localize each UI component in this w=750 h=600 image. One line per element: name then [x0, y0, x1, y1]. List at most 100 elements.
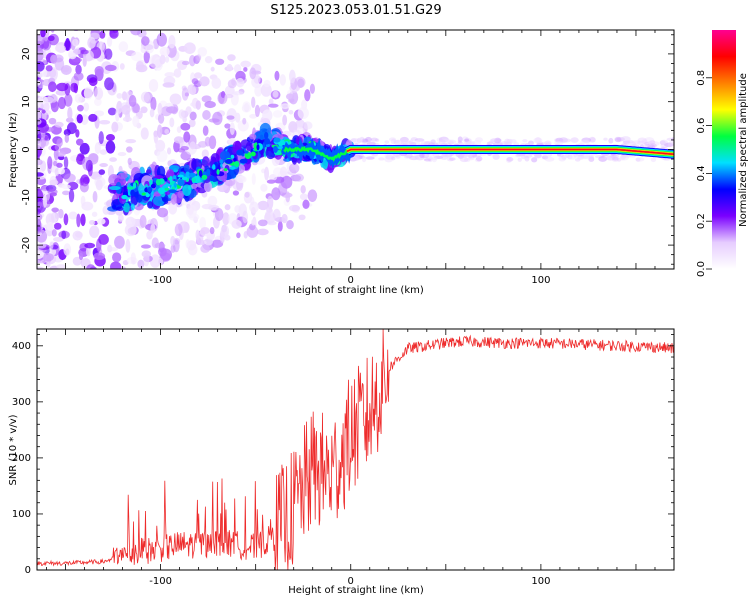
spectrogram-core	[219, 159, 224, 164]
spectrogram-speckle	[227, 54, 236, 62]
spectrogram-halo	[647, 140, 653, 145]
spectrogram-halo	[581, 155, 590, 159]
spectrogram-blob	[162, 197, 169, 203]
spectrogram-speckle	[78, 252, 84, 261]
spectrogram-speckle	[37, 80, 41, 86]
spectrogram-speckle	[50, 278, 61, 289]
spectrogram-speckle	[204, 101, 216, 109]
spectrogram-core	[150, 183, 156, 189]
spectrogram-speckle	[209, 226, 215, 235]
spectrogram-speckle	[36, 279, 40, 292]
spectrogram-speckle	[121, 266, 127, 269]
spectrogram-halo	[404, 154, 411, 159]
spectrogram-speckle	[77, 30, 81, 31]
spectrogram-halo	[384, 157, 393, 163]
spectrogram-speckle	[60, 64, 72, 75]
spectrogram-speckle	[231, 219, 242, 229]
spectrogram-speckle	[99, 30, 106, 39]
spectrogram-speckle	[72, 57, 82, 63]
spectrogram-speckle	[197, 46, 208, 57]
colorbar-tick-label: 0.6	[696, 118, 707, 134]
spectrogram-halo	[588, 155, 594, 159]
snr-xlabel: Height of straight line (km)	[288, 585, 424, 596]
spectrogram-speckle	[58, 274, 67, 283]
spectrogram-halo	[365, 156, 375, 160]
spectrogram-speckle	[207, 195, 218, 207]
spectrogram-core	[234, 161, 240, 168]
spectrogram-speckle	[52, 236, 64, 242]
spectrogram-core	[260, 134, 264, 141]
spectrogram-y-tick-label: 20	[21, 48, 32, 61]
spectrogram-speckle	[220, 90, 226, 99]
spectrogram-halo	[567, 154, 573, 160]
spectrogram-x-tick-label: -100	[149, 275, 172, 286]
spectrogram-speckle	[260, 183, 268, 192]
spectrogram-speckle	[159, 46, 170, 57]
spectrogram-speckle	[57, 96, 66, 110]
spectrogram-speckle	[79, 142, 90, 155]
spectrogram-halo	[533, 137, 543, 144]
spectrogram-speckle	[125, 216, 136, 228]
spectrogram-core	[273, 137, 281, 143]
spectrogram-speckle	[49, 68, 57, 78]
spectrogram-speckle	[47, 35, 55, 42]
spectrogram-speckle	[156, 207, 169, 218]
spectrogram-speckle	[187, 205, 194, 216]
spectrogram-speckle	[99, 162, 108, 168]
spectrogram-speckle	[53, 160, 58, 167]
spectrogram-halo	[544, 140, 552, 147]
spectrogram-speckle	[67, 106, 73, 121]
spectrogram-speckle	[61, 184, 71, 190]
spectrogram-halo	[490, 138, 500, 143]
spectrogram-speckle	[37, 208, 41, 215]
spectrogram-speckle	[249, 201, 259, 213]
spectrogram-speckle	[107, 107, 117, 116]
spectrogram-speckle	[64, 10, 69, 17]
spectrogram-halo	[503, 141, 512, 146]
spectrogram-speckle	[180, 146, 189, 151]
spectrogram-speckle	[94, 110, 105, 117]
spectrogram-speckle	[39, 272, 47, 280]
spectrogram-halo	[554, 140, 564, 146]
spectrogram-speckle	[130, 252, 136, 264]
spectrogram-halo	[562, 138, 572, 143]
spectrogram-core	[250, 151, 256, 157]
spectrogram-halo	[650, 157, 657, 163]
spectrogram-speckle	[57, 19, 63, 27]
spectrogram-speckle	[140, 106, 148, 114]
spectrogram-speckle	[116, 92, 123, 99]
spectrogram-speckle	[89, 225, 100, 239]
spectrogram-blob	[245, 141, 253, 152]
spectrogram-speckle	[63, 243, 72, 256]
spectrogram-speckle	[119, 63, 125, 70]
spectrogram-speckle	[80, 195, 86, 207]
spectrogram-speckle	[307, 189, 318, 202]
spectrogram-speckle	[244, 191, 250, 198]
spectrogram-speckle	[51, 229, 57, 237]
snr-y-tick-label: 400	[12, 341, 31, 352]
spectrogram-speckle	[243, 67, 248, 72]
spectrogram-core	[263, 132, 269, 139]
spectrogram-ylabel: Frequency (Hz)	[8, 112, 19, 188]
spectrogram-speckle	[68, 188, 75, 203]
spectrogram-speckle	[181, 60, 190, 66]
spectrogram-speckle	[264, 166, 270, 181]
spectrogram-speckle	[185, 239, 190, 249]
spectrogram-speckle	[148, 79, 159, 92]
spectrogram-speckle	[303, 121, 313, 130]
spectrogram-speckle	[47, 156, 53, 170]
spectrogram-speckle	[173, 68, 182, 78]
spectrogram-speckle	[224, 123, 231, 129]
spectrogram-speckle	[63, 93, 73, 107]
spectrogram-speckle	[141, 250, 152, 258]
spectrogram-core	[168, 189, 177, 193]
spectrogram-speckle	[279, 166, 288, 177]
spectrogram-speckle	[42, 252, 54, 262]
spectrogram-blob	[123, 202, 130, 213]
spectrogram-speckle	[242, 210, 248, 224]
spectrogram-halo	[350, 138, 359, 143]
spectrogram-speckle	[73, 71, 84, 81]
spectrogram-halo	[544, 156, 555, 162]
spectrogram-speckle	[108, 247, 118, 252]
